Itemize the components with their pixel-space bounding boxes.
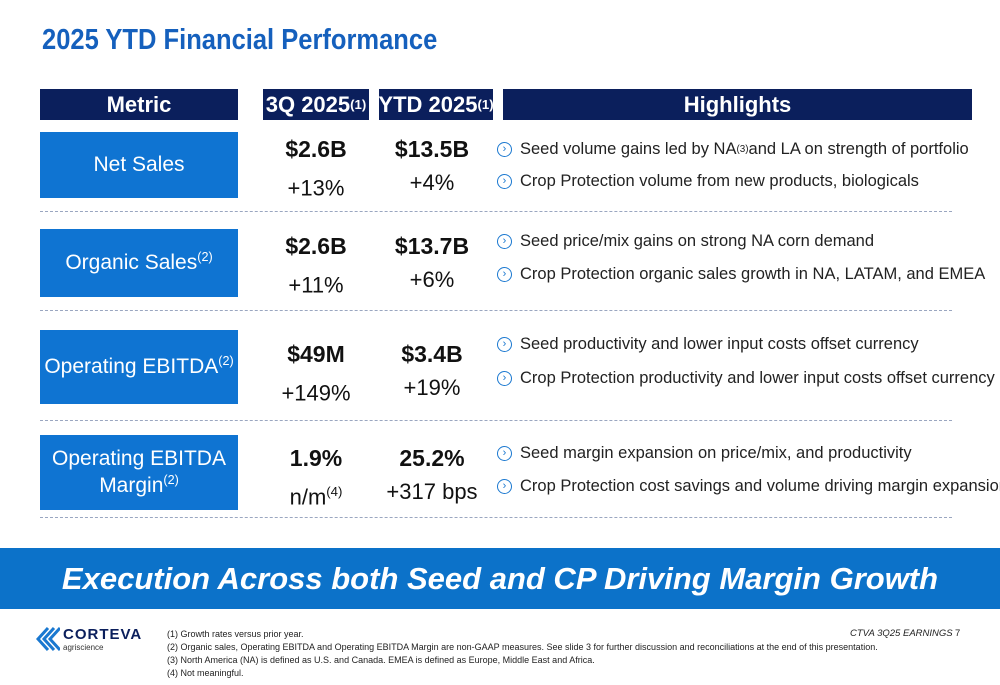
footnote-3: (3) North America (NA) is defined as U.S… — [167, 655, 595, 665]
q3-change: +149% — [281, 380, 351, 406]
q3-value: $2.6B — [285, 136, 347, 162]
header-ytd-label: YTD 2025 — [378, 91, 478, 117]
row-divider — [40, 211, 952, 212]
row-divider — [40, 517, 952, 518]
highlight-bullet: › Seed margin expansion on price/mix, and… — [497, 444, 912, 463]
chevron-right-icon: › — [497, 446, 512, 461]
metric-label: Net Sales — [93, 152, 185, 176]
footnote-ref: (2) — [197, 249, 213, 264]
footnote-4: (4) Not meaningful. — [167, 668, 244, 678]
highlight-bullet: › Seed volume gains led by NA (3) and LA o… — [497, 140, 969, 159]
footnote-ref: (3) — [736, 144, 749, 155]
row-divider — [40, 310, 952, 311]
q3-cell: 1.9% n/m(4) — [256, 442, 376, 513]
q3-value: 1.9% — [289, 445, 343, 471]
chevron-right-icon: › — [497, 337, 512, 352]
q3-cell: $2.6B +11% — [256, 230, 376, 301]
ytd-value: 25.2% — [399, 445, 465, 471]
header-3q: 3Q 2025 (1) — [263, 89, 369, 120]
ytd-value: $13.5B — [394, 136, 470, 162]
header-highlights-label: Highlights — [683, 91, 792, 117]
ytd-value: $3.4B — [401, 341, 463, 367]
highlight-text-rest: and LA on strength of portfolio — [748, 140, 969, 158]
footnote-ref: (1) — [477, 97, 494, 112]
q3-change: +13% — [287, 175, 345, 201]
ytd-cell: $13.5B +4% — [372, 133, 492, 199]
ytd-cell: $13.7B +6% — [372, 230, 492, 296]
metric-label: Organic Sales — [65, 250, 198, 274]
page-number: 7 — [955, 628, 961, 639]
highlight-text: Crop Protection volume from new products… — [520, 172, 919, 190]
metric-box: Operating EBITDA Margin(2) — [40, 435, 238, 510]
q3-cell: $49M +149% — [256, 338, 376, 409]
chevron-right-icon: › — [497, 234, 512, 249]
highlight-text: Seed price/mix gains on strong NA corn d… — [520, 232, 875, 250]
q3-value: $49M — [287, 341, 345, 367]
metric-label-line2: Margin — [99, 473, 164, 497]
ytd-change: +317 bps — [386, 479, 478, 504]
corteva-logo-icon — [35, 626, 62, 652]
highlight-text: Seed volume gains led by NA — [520, 140, 737, 158]
metric-label: Operating EBITDA — [44, 354, 219, 378]
footnote-ref: (2) — [163, 472, 179, 487]
chevron-right-icon: › — [497, 479, 512, 494]
footnote-1: (1) Growth rates versus prior year. — [167, 629, 304, 639]
metric-label: Operating EBITDA — [52, 447, 226, 471]
logo-sub: agriscience — [63, 643, 104, 652]
highlight-bullet: › Seed price/mix gains on strong NA corn … — [497, 232, 874, 251]
page-title: 2025 YTD Financial Performance — [42, 24, 438, 56]
footnote-ref: (1) — [350, 97, 367, 112]
ytd-change: +6% — [409, 267, 455, 292]
highlight-bullet: › Crop Protection volume from new product… — [497, 172, 919, 191]
highlight-text: Crop Protection cost savings and volume … — [520, 477, 1000, 495]
header-ytd: YTD 2025 (1) — [378, 89, 494, 120]
highlight-bullet: › Crop Protection productivity and lower … — [497, 369, 995, 388]
row-divider — [40, 420, 952, 421]
highlight-bullet: › Crop Protection cost savings and volume… — [497, 477, 1000, 496]
logo-name: CORTEVA — [63, 626, 143, 643]
footnote-ref: (4) — [326, 484, 343, 499]
q3-cell: $2.6B +13% — [256, 133, 376, 204]
header-metric: Metric — [40, 89, 238, 120]
chevron-right-icon: › — [497, 174, 512, 189]
ytd-change: +19% — [403, 375, 461, 400]
highlight-text: Seed productivity and lower input costs … — [520, 335, 919, 353]
highlight-text: Seed margin expansion on price/mix, and … — [520, 444, 912, 462]
ytd-change: +4% — [409, 170, 455, 195]
q3-value: $2.6B — [285, 233, 347, 259]
q3-change: n/m — [289, 484, 327, 510]
header-highlights: Highlights — [503, 89, 972, 120]
chevron-right-icon: › — [497, 142, 512, 157]
highlight-text: Crop Protection organic sales growth in … — [520, 265, 986, 283]
chevron-right-icon: › — [497, 267, 512, 282]
q3-change: +11% — [288, 272, 344, 298]
ytd-cell: $3.4B +19% — [372, 338, 492, 404]
metric-box: Organic Sales(2) — [40, 229, 238, 297]
highlight-bullet: › Crop Protection organic sales growth in… — [497, 265, 985, 284]
ytd-value: $13.7B — [394, 233, 470, 259]
metric-box: Operating EBITDA(2) — [40, 330, 238, 404]
highlight-bullet: › Seed productivity and lower input costs… — [497, 335, 919, 354]
header-metric-label: Metric — [106, 91, 172, 117]
chevron-right-icon: › — [497, 371, 512, 386]
footnote-2: (2) Organic sales, Operating EBITDA and … — [167, 642, 878, 652]
footer-label: CTVA 3Q25 EARNINGS — [850, 628, 953, 639]
metric-box: Net Sales — [40, 132, 238, 198]
ytd-cell: 25.2% +317 bps — [372, 442, 492, 508]
footnote-ref: (2) — [218, 353, 234, 368]
banner: Execution Across both Seed and CP Drivin… — [0, 548, 1000, 609]
highlight-text: Crop Protection productivity and lower i… — [520, 369, 995, 387]
corteva-logo: CORTEVA agriscience — [35, 626, 141, 657]
header-3q-label: 3Q 2025 — [265, 91, 351, 117]
